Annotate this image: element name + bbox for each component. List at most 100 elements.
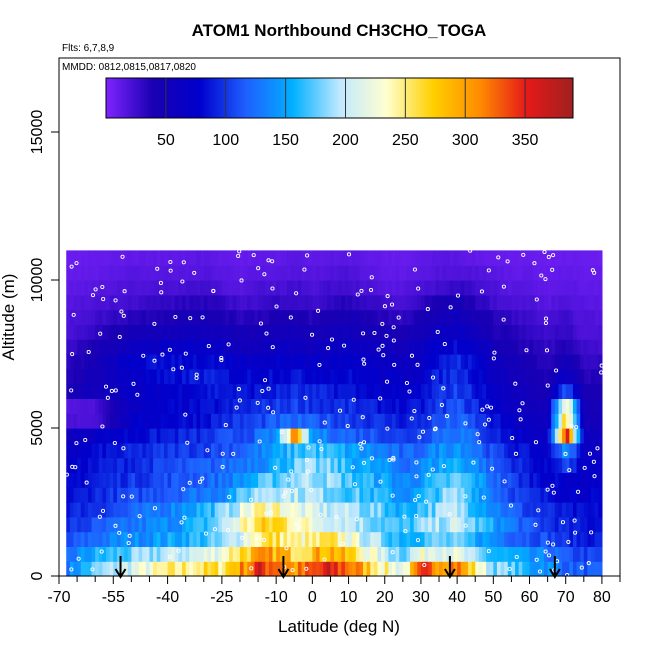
heatmap-cell [243,250,248,266]
heatmap-cell [507,502,513,518]
heatmap-cell [457,324,462,340]
heatmap-cell [572,502,578,518]
heatmap-cell [388,294,393,311]
heatmap-cell [127,442,132,459]
heatmap-cell [221,294,227,311]
heatmap-cell [323,324,328,340]
sample-point [168,268,173,273]
heatmap-cell [554,265,560,281]
heatmap-cell [265,561,270,577]
heatmap-cell [218,428,223,444]
heatmap-cell [113,413,118,429]
heatmap-cell [352,428,357,444]
heatmap-cell [276,339,281,355]
heatmap-cell [149,398,154,414]
heatmap-cell [572,280,578,296]
heatmap-cell [106,442,111,459]
heatmap-cell [341,428,346,444]
heatmap-cell [73,265,78,281]
heatmap-cell [439,368,444,385]
sample-point [206,344,211,349]
heatmap-cell [420,428,426,444]
heatmap-cell [460,309,465,325]
heatmap-cell [591,354,596,370]
heatmap-cell [587,265,592,281]
heatmap-cell [95,442,100,459]
heatmap-cell [504,398,509,414]
x-axis: -70 -55 -40 -25 -10 0 10 20 30 40 50 60 70 80 [47,576,621,606]
heatmap-cell [178,294,183,311]
heatmap-cell [558,487,563,503]
heatmap-cell [453,457,458,473]
heatmap-cell [272,265,277,281]
heatmap-cell [87,309,93,325]
heatmap-cell [323,398,328,414]
heatmap-cell [268,354,274,370]
heatmap-cell [66,294,71,311]
heatmap-cell [464,368,469,385]
heatmap-cell [569,531,574,547]
heatmap-cell [218,502,223,518]
heatmap-cell [482,339,487,355]
heatmap-cell [258,472,263,488]
heatmap-cell [486,398,491,414]
heatmap-cell [525,280,531,296]
heatmap-cell [359,487,364,503]
heatmap-cell [196,516,201,533]
y-tick-label: 15000 [29,110,46,155]
heatmap-cell [131,339,136,355]
heatmap-cell [486,546,491,562]
heatmap-cell [370,531,375,547]
heatmap-cell [305,265,310,281]
heatmap-cell [348,413,353,429]
heatmap-cell [558,502,563,518]
heatmap-cell [297,294,303,311]
heatmap-cell [460,383,465,399]
sample-point [510,436,515,441]
heatmap-cell [352,383,357,399]
heatmap-cell [221,324,227,340]
heatmap-cell [572,472,578,488]
sample-point [270,345,275,350]
heatmap-cell [344,487,350,503]
heatmap-cell [236,339,241,355]
heatmap-cell [431,487,437,503]
heatmap-cell [410,546,415,562]
heatmap-cell [189,294,194,311]
heatmap-cell [446,250,451,266]
heatmap-cell [507,368,513,385]
heatmap-cell [200,250,205,266]
heatmap-cell [239,309,245,325]
heatmap-cell [218,324,223,340]
heatmap-cell [308,472,313,488]
heatmap-cell [80,546,85,562]
heatmap-cell [315,294,321,311]
heatmap-cell [598,546,603,562]
heatmap-cell [326,531,332,547]
heatmap-cell [457,428,462,444]
heatmap-cell [457,383,462,399]
heatmap-cell [381,502,386,518]
sample-point [64,472,69,477]
heatmap-cell [305,502,310,518]
heatmap-cell [446,339,451,355]
heatmap-cell [569,354,574,370]
heatmap-cell [149,265,154,281]
heatmap-cell [87,561,93,577]
heatmap-cell [493,324,498,340]
sample-point [468,248,473,253]
heatmap-cell [482,516,487,533]
heatmap-cell [196,354,201,370]
sample-point [351,397,356,402]
heatmap-cell [178,354,183,370]
sample-point [415,538,421,543]
heatmap-cell [504,487,509,503]
heatmap-cell [196,561,201,577]
heatmap-cell [323,487,328,503]
heatmap-cell [536,442,541,459]
heatmap-cell [294,368,299,385]
heatmap-cell [464,442,469,459]
heatmap-cell [366,561,371,577]
heatmap-cell [305,294,310,311]
heatmap-cell [178,398,183,414]
